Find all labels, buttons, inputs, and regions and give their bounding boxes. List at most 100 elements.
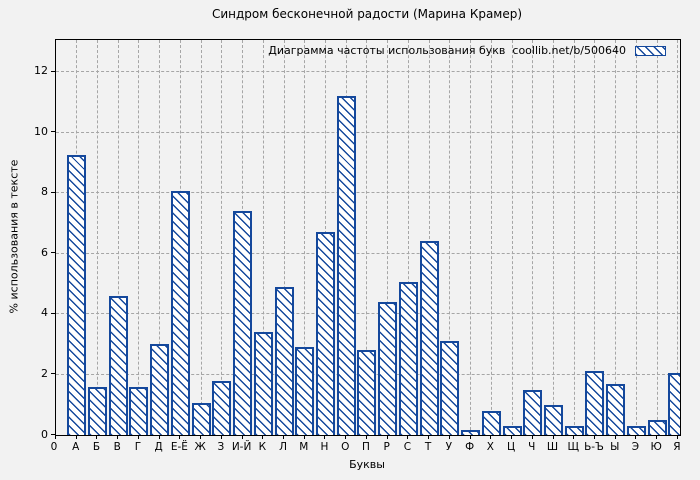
- x-tick-label-Т: Т: [424, 441, 432, 453]
- x-tick-label-В: В: [113, 441, 121, 453]
- h-gridline-4: [56, 313, 680, 315]
- v-gridline-Ш: [553, 40, 555, 435]
- v-gridline-Ю: [656, 40, 658, 435]
- x-tick-label-Ч: Ч: [528, 441, 536, 453]
- bar-Б: [87, 386, 107, 435]
- x-tick-mark: [614, 435, 616, 439]
- x-tick-label-И-Й: И-Й: [231, 441, 252, 453]
- bar-Р: [378, 301, 398, 435]
- x-tick-label-Б: Б: [92, 441, 101, 453]
- x-tick-mark: [200, 435, 202, 439]
- v-gridline-Ж: [200, 40, 202, 435]
- v-gridline-В: [117, 40, 119, 435]
- x-tick-label-Ю: Ю: [650, 441, 662, 453]
- bar-Х: [481, 410, 501, 435]
- x-tick-label-Ш: Ш: [546, 441, 559, 453]
- bar-Э: [626, 425, 646, 435]
- bar-Л: [274, 286, 294, 435]
- y-tick-label-10: 10: [34, 124, 48, 138]
- x-tick-mark: [262, 435, 264, 439]
- x-tick-label-С: С: [403, 441, 412, 453]
- bar-Т: [419, 241, 439, 435]
- v-gridline-З: [221, 40, 223, 435]
- bar-П: [357, 350, 377, 435]
- x-tick-label-Г: Г: [134, 441, 142, 453]
- x-tick-label-У: У: [445, 441, 453, 453]
- x-tick-mark: [531, 435, 533, 439]
- x-tick-mark: [386, 435, 388, 439]
- v-gridline-Ц: [511, 40, 513, 435]
- x-tick-mark: [345, 435, 347, 439]
- x-tick-label-К: К: [258, 441, 267, 453]
- bar-Ы: [606, 383, 626, 435]
- x-tick-mark: [179, 435, 181, 439]
- x-tick-label-Я: Я: [673, 441, 681, 453]
- x-tick-mark: [593, 435, 595, 439]
- v-gridline-Т: [428, 40, 430, 435]
- legend-swatch-hatch-icon: [635, 45, 666, 56]
- v-gridline-К: [262, 40, 264, 435]
- v-gridline-Ы: [615, 40, 617, 435]
- y-tick-mark: [51, 434, 55, 435]
- x-tick-mark: [365, 435, 367, 439]
- bar-В: [108, 295, 128, 435]
- x-tick-label-Р: Р: [383, 441, 390, 453]
- x-tick-label-Ц: Ц: [506, 441, 516, 453]
- x-tick-mark: [428, 435, 430, 439]
- x-tick-mark: [220, 435, 222, 439]
- bar-З: [212, 380, 232, 435]
- v-gridline-Б: [96, 40, 98, 435]
- x-tick-label-М: М: [299, 441, 309, 453]
- y-tick-mark: [51, 191, 55, 193]
- v-gridline-Ч: [532, 40, 534, 435]
- v-gridline-Э: [635, 40, 637, 435]
- x-tick-label-П: П: [361, 441, 370, 453]
- legend-label: Диаграмма частоты использования букв coo…: [268, 44, 626, 57]
- h-gridline-12: [56, 71, 680, 73]
- bar-Ю: [647, 419, 667, 435]
- x-tick-mark: [158, 435, 160, 439]
- bar-У: [440, 341, 460, 435]
- bar-Я: [668, 372, 680, 435]
- y-tick-label-8: 8: [41, 185, 48, 199]
- y-tick-mark: [51, 312, 55, 314]
- x-tick-label-Д: Д: [154, 441, 163, 453]
- v-gridline-Ф: [470, 40, 472, 435]
- x-tick-label-Ж: Ж: [194, 441, 206, 453]
- bar-И-Й: [233, 211, 253, 435]
- x-tick-label-Ь-Ъ: Ь-Ъ: [584, 441, 604, 453]
- x-tick-mark: [75, 435, 77, 439]
- h-gridline-6: [56, 252, 680, 254]
- x-tick-mark: [303, 435, 305, 439]
- bar-М: [295, 347, 315, 435]
- x-tick-mark: [469, 435, 471, 439]
- v-gridline-Х: [490, 40, 492, 435]
- v-gridline-П: [366, 40, 368, 435]
- x-tick-mark: [676, 435, 678, 439]
- bar-Г: [129, 386, 149, 435]
- v-gridline-Ь-Ъ: [594, 40, 596, 435]
- y-tick-label-2: 2: [41, 366, 48, 380]
- x-tick-mark: [490, 435, 492, 439]
- v-gridline-Я: [677, 40, 679, 435]
- x-tick-label-А: А: [72, 441, 80, 453]
- legend: Диаграмма частоты использования букв coo…: [268, 44, 666, 57]
- v-gridline-Щ: [573, 40, 575, 435]
- x-axis-title: Буквы: [349, 458, 385, 471]
- x-tick-mark: [656, 435, 658, 439]
- bar-Ж: [191, 403, 211, 435]
- x-origin-label: 0: [50, 441, 58, 453]
- x-tick-label-Щ: Щ: [567, 441, 579, 453]
- v-gridline-Р: [387, 40, 389, 435]
- bar-Ш: [544, 404, 564, 435]
- bar-Ц: [502, 425, 522, 435]
- x-tick-mark: [241, 435, 243, 439]
- x-tick-label-З: З: [217, 441, 225, 453]
- y-tick-mark: [51, 131, 55, 133]
- x-tick-label-Ы: Ы: [610, 441, 620, 453]
- bar-Щ: [564, 425, 584, 435]
- x-tick-mark: [117, 435, 119, 439]
- bar-А: [67, 155, 87, 435]
- v-gridline-Л: [283, 40, 285, 435]
